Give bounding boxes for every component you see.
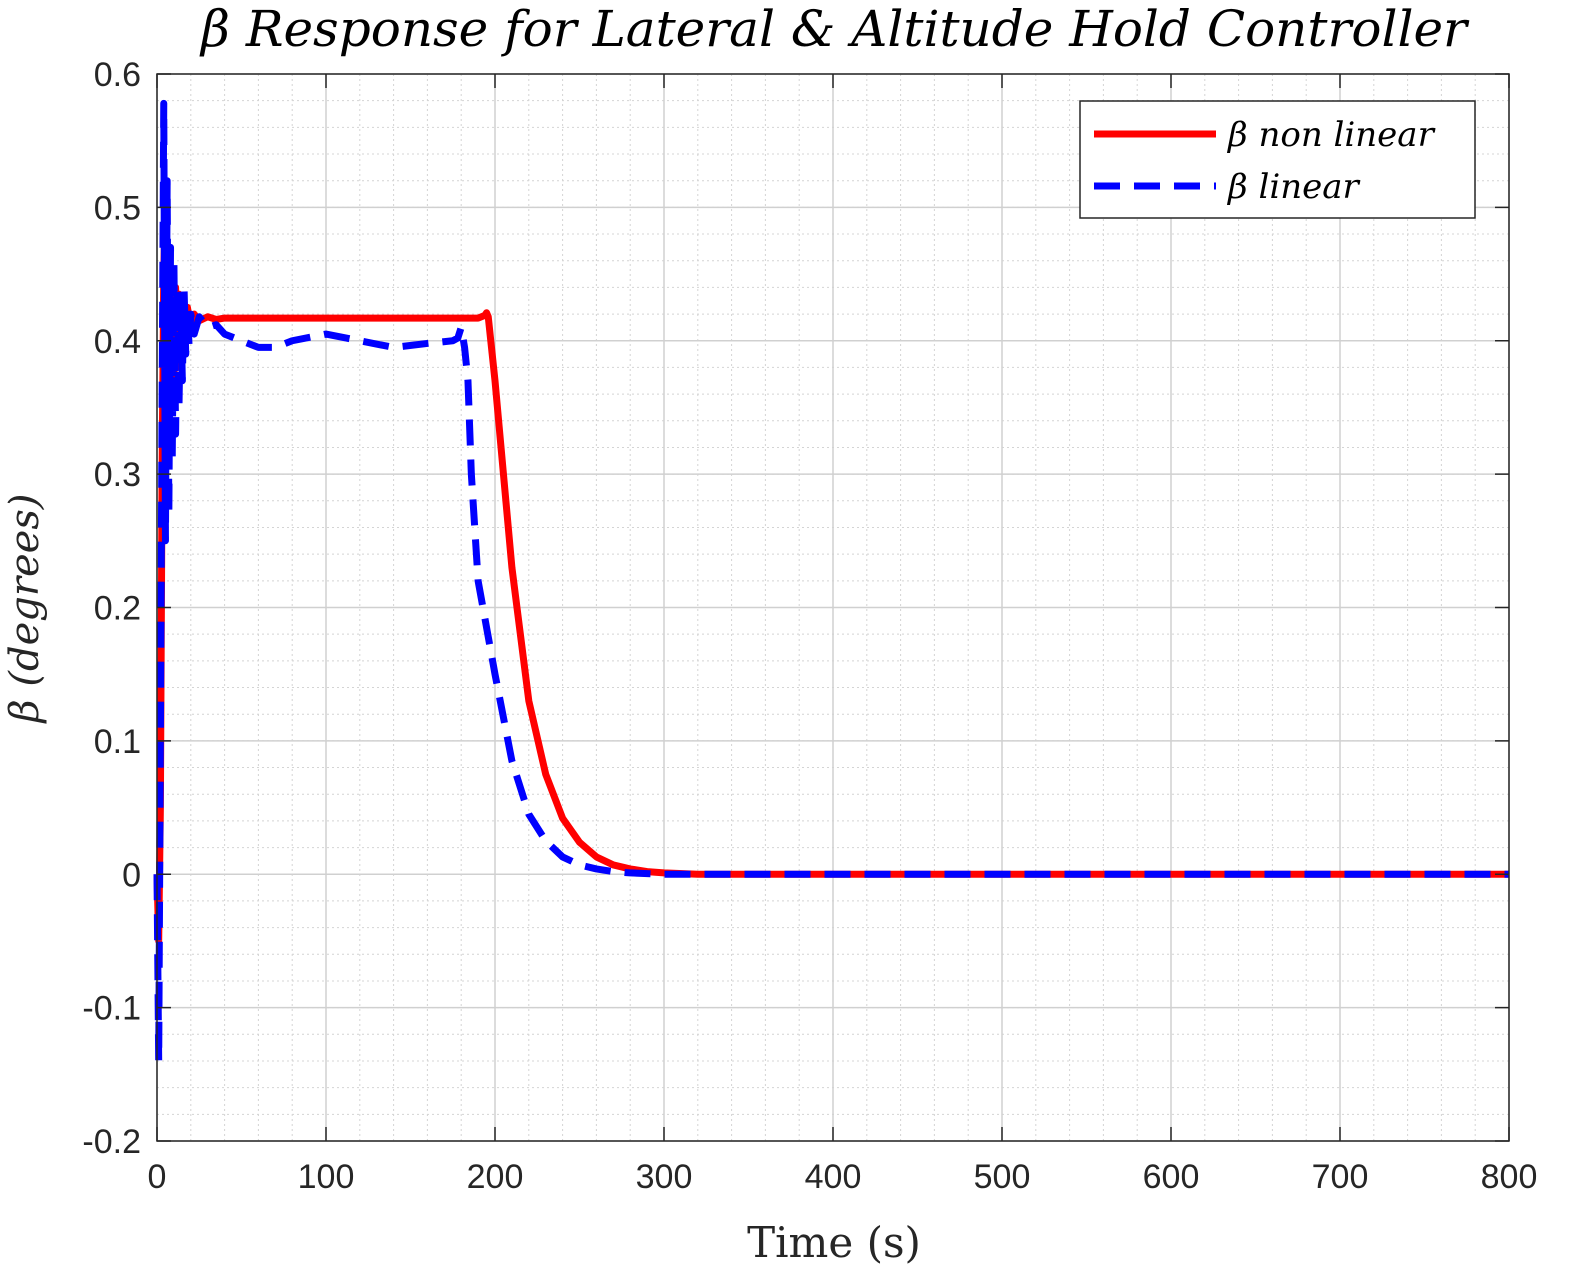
y-tick-label: 0.4: [94, 323, 141, 361]
y-tick-label: -0.2: [82, 1123, 141, 1161]
x-tick-label: 500: [974, 1158, 1031, 1196]
x-tick-label: 400: [805, 1158, 862, 1196]
series-line-linear: [153, 99, 1509, 1065]
y-tick-label: 0.6: [94, 56, 141, 94]
y-tick-label: 0.1: [94, 723, 141, 761]
x-tick-label: 600: [1143, 1158, 1200, 1196]
y-tick-label: 0.5: [94, 189, 141, 227]
x-tick-label: 300: [636, 1158, 693, 1196]
y-tick-label: 0.2: [94, 590, 141, 628]
grid: [156, 73, 1510, 1142]
x-tick-label: 0: [148, 1158, 167, 1196]
y-tick-label: -0.1: [82, 990, 141, 1028]
y-tick-label: 0.3: [94, 456, 141, 494]
y-axis-ticks: -0.2 -0.1 0 0.1 0.2 0.3 0.4 0.5 0.6: [82, 56, 1509, 1161]
legend-box: [1079, 100, 1476, 219]
x-axis-label: Time (s): [747, 1218, 921, 1267]
x-tick-label: 800: [1481, 1158, 1538, 1196]
x-tick-label: 100: [298, 1158, 355, 1196]
plot-area: [153, 99, 1509, 1065]
y-axis-label: β (degrees): [2, 494, 48, 725]
x-tick-label: 200: [467, 1158, 524, 1196]
legend: β non linear β linear: [1079, 100, 1476, 219]
y-tick-label: 0: [122, 856, 141, 894]
chart-title: β Response for Lateral & Altitude Hold C…: [199, 0, 1470, 58]
x-tick-label: 700: [1312, 1158, 1369, 1196]
x-axis-ticks: 0 100 200 300 400 500 600 700 800: [148, 74, 1538, 1196]
legend-label: β linear: [1226, 167, 1361, 207]
legend-label: β non linear: [1226, 115, 1436, 155]
